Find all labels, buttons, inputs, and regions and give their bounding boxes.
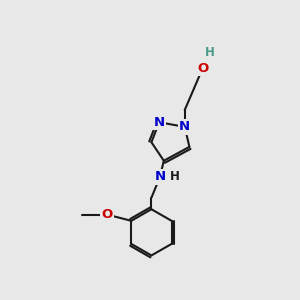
Text: O: O [197,62,208,75]
Text: O: O [102,208,113,221]
Text: H: H [170,170,180,183]
Text: N: N [179,120,190,134]
Text: N: N [154,116,165,129]
Text: N: N [154,170,166,183]
Text: H: H [205,46,214,59]
